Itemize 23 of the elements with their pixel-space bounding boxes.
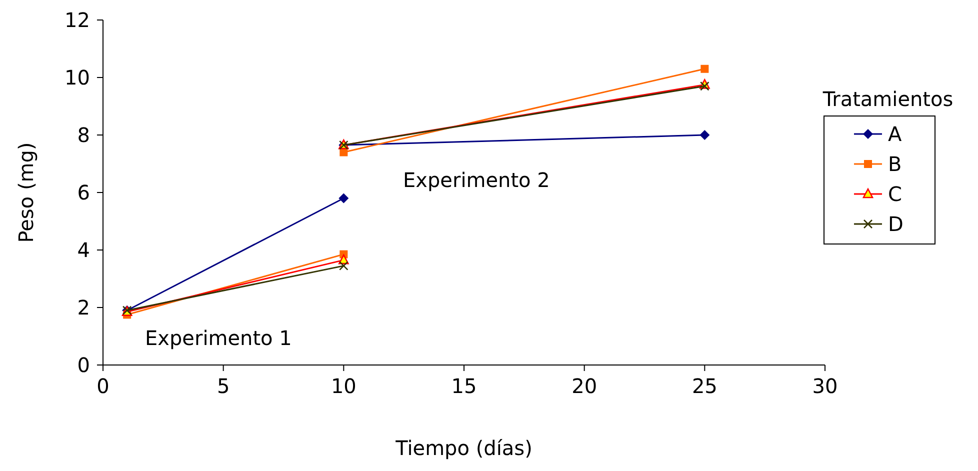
y-tick-label: 6	[77, 180, 90, 204]
annotation: Experimento 2	[403, 168, 550, 192]
y-axis-title: Peso (mg)	[14, 142, 38, 243]
legend-title: Tratamientos	[822, 87, 954, 111]
y-tick-label: 0	[77, 353, 90, 377]
annotation: Experimento 1	[145, 326, 292, 350]
y-tick-label: 4	[77, 238, 90, 262]
legend-label: D	[888, 212, 904, 236]
legend-label: A	[888, 122, 902, 146]
x-tick-label: 5	[216, 374, 230, 398]
x-tick-label: 0	[96, 374, 110, 398]
x-tick-label: 25	[692, 374, 718, 398]
y-tick-label: 12	[64, 8, 90, 32]
x-tick-label: 30	[812, 374, 838, 398]
y-tick-label: 2	[77, 296, 90, 320]
y-tick-label: 10	[64, 66, 90, 90]
x-axis-title: Tiempo (días)	[394, 436, 532, 460]
legend-label: C	[888, 182, 902, 206]
y-tick-label: 8	[77, 123, 90, 147]
x-tick-label: 15	[451, 374, 477, 398]
x-tick-label: 20	[572, 374, 598, 398]
legend-label: B	[888, 152, 902, 176]
x-tick-label: 10	[330, 374, 356, 398]
